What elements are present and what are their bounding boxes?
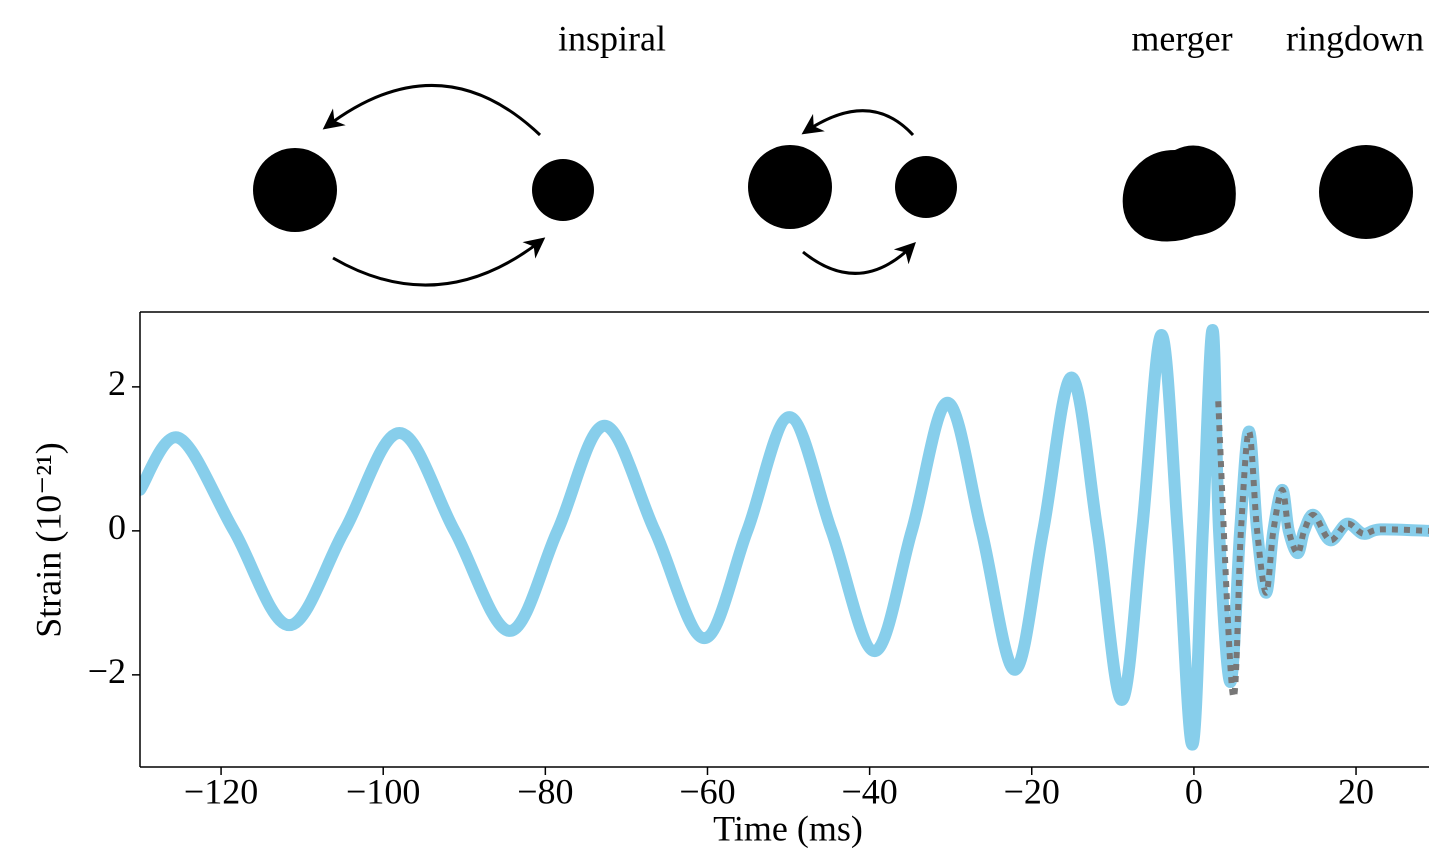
merger-blob <box>1122 145 1236 242</box>
black-hole <box>532 159 594 221</box>
phase-label: merger <box>1131 18 1232 58</box>
orbit-arrow <box>801 109 915 137</box>
x-tick-label: −40 <box>841 771 897 811</box>
black-hole <box>748 145 832 229</box>
x-tick-label: −80 <box>517 771 573 811</box>
orbit-arrow <box>802 242 916 275</box>
y-tick-label: 0 <box>108 507 126 547</box>
x-tick-label: 0 <box>1185 771 1203 811</box>
y-axis-label: Strain (10⁻²¹) <box>28 442 68 638</box>
plot-area <box>140 323 1429 751</box>
y-tick-label: 2 <box>108 363 126 403</box>
orbit-arrow <box>322 83 542 137</box>
black-hole <box>253 148 337 232</box>
black-hole <box>1319 145 1413 239</box>
phase-label: ringdown <box>1286 18 1424 58</box>
x-axis-label: Time (ms) <box>713 808 863 848</box>
phase-label: inspiral <box>558 18 666 58</box>
y-tick-label: −2 <box>88 651 126 691</box>
series-line <box>1215 401 1429 701</box>
x-tick-label: −120 <box>184 771 258 811</box>
x-tick-label: −60 <box>679 771 735 811</box>
x-tick-label: −20 <box>1004 771 1060 811</box>
x-tick-label: −100 <box>346 771 420 811</box>
black-hole <box>895 156 957 218</box>
orbit-arrow <box>332 237 546 287</box>
series-line <box>140 323 1429 751</box>
diagram: inspiral merger ringdown <box>253 18 1424 287</box>
x-tick-label: 20 <box>1338 771 1374 811</box>
